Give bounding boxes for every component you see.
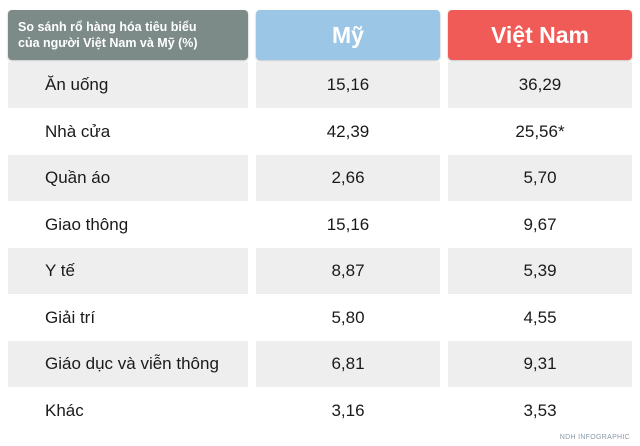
column-header-vn-label: Việt Nam (490, 21, 589, 48)
table-row: Giáo dục và viễn thông 6,81 9,31 (8, 341, 632, 387)
row-value-us: 42,39 (256, 108, 440, 155)
row-value-vn: 5,70 (448, 155, 632, 201)
table-row: Ăn uống 15,16 36,29 (8, 62, 632, 108)
row-label: Nhà cửa (8, 108, 248, 155)
column-header-us-label: Mỹ (332, 21, 364, 48)
row-label: Ăn uống (8, 62, 248, 108)
row-value-vn: 5,39 (448, 248, 632, 294)
table-row: Khác 3,16 3,53 (8, 387, 632, 434)
row-value-vn: 9,67 (448, 201, 632, 248)
row-value-us: 8,87 (256, 248, 440, 294)
row-value-vn: 3,53 (448, 387, 632, 434)
table-title-line-2: của người Việt Nam và Mỹ (%) (18, 36, 198, 50)
table-row: Giao thông 15,16 9,67 (8, 201, 632, 248)
row-label: Giáo dục và viễn thông (8, 341, 248, 387)
table-title-header: So sánh rổ hàng hóa tiêu biểu của người … (8, 10, 248, 60)
row-label: Giao thông (8, 201, 248, 248)
row-value-us: 3,16 (256, 387, 440, 434)
row-value-us: 5,80 (256, 294, 440, 341)
row-label: Khác (8, 387, 248, 434)
table-row: Giải trí 5,80 4,55 (8, 294, 632, 341)
column-header-vn: Việt Nam (448, 10, 632, 60)
table-row: Quần áo 2,66 5,70 (8, 155, 632, 201)
row-value-vn: 36,29 (448, 62, 632, 108)
row-value-vn: 25,56* (448, 108, 632, 155)
row-value-us: 15,16 (256, 201, 440, 248)
table-title: So sánh rổ hàng hóa tiêu biểu của người … (8, 19, 198, 51)
row-value-vn: 4,55 (448, 294, 632, 341)
column-header-us: Mỹ (256, 10, 440, 60)
table-row: Nhà cửa 42,39 25,56* (8, 108, 632, 155)
row-label: Y tế (8, 248, 248, 294)
table-row: Y tế 8,87 5,39 (8, 248, 632, 294)
row-value-us: 6,81 (256, 341, 440, 387)
table-title-line-1: So sánh rổ hàng hóa tiêu biểu (18, 20, 197, 34)
credit-text: NDH INFOGRAPHIC (559, 434, 630, 441)
row-label: Giải trí (8, 294, 248, 341)
row-value-vn: 9,31 (448, 341, 632, 387)
row-value-us: 2,66 (256, 155, 440, 201)
row-label: Quần áo (8, 155, 248, 201)
row-value-us: 15,16 (256, 62, 440, 108)
